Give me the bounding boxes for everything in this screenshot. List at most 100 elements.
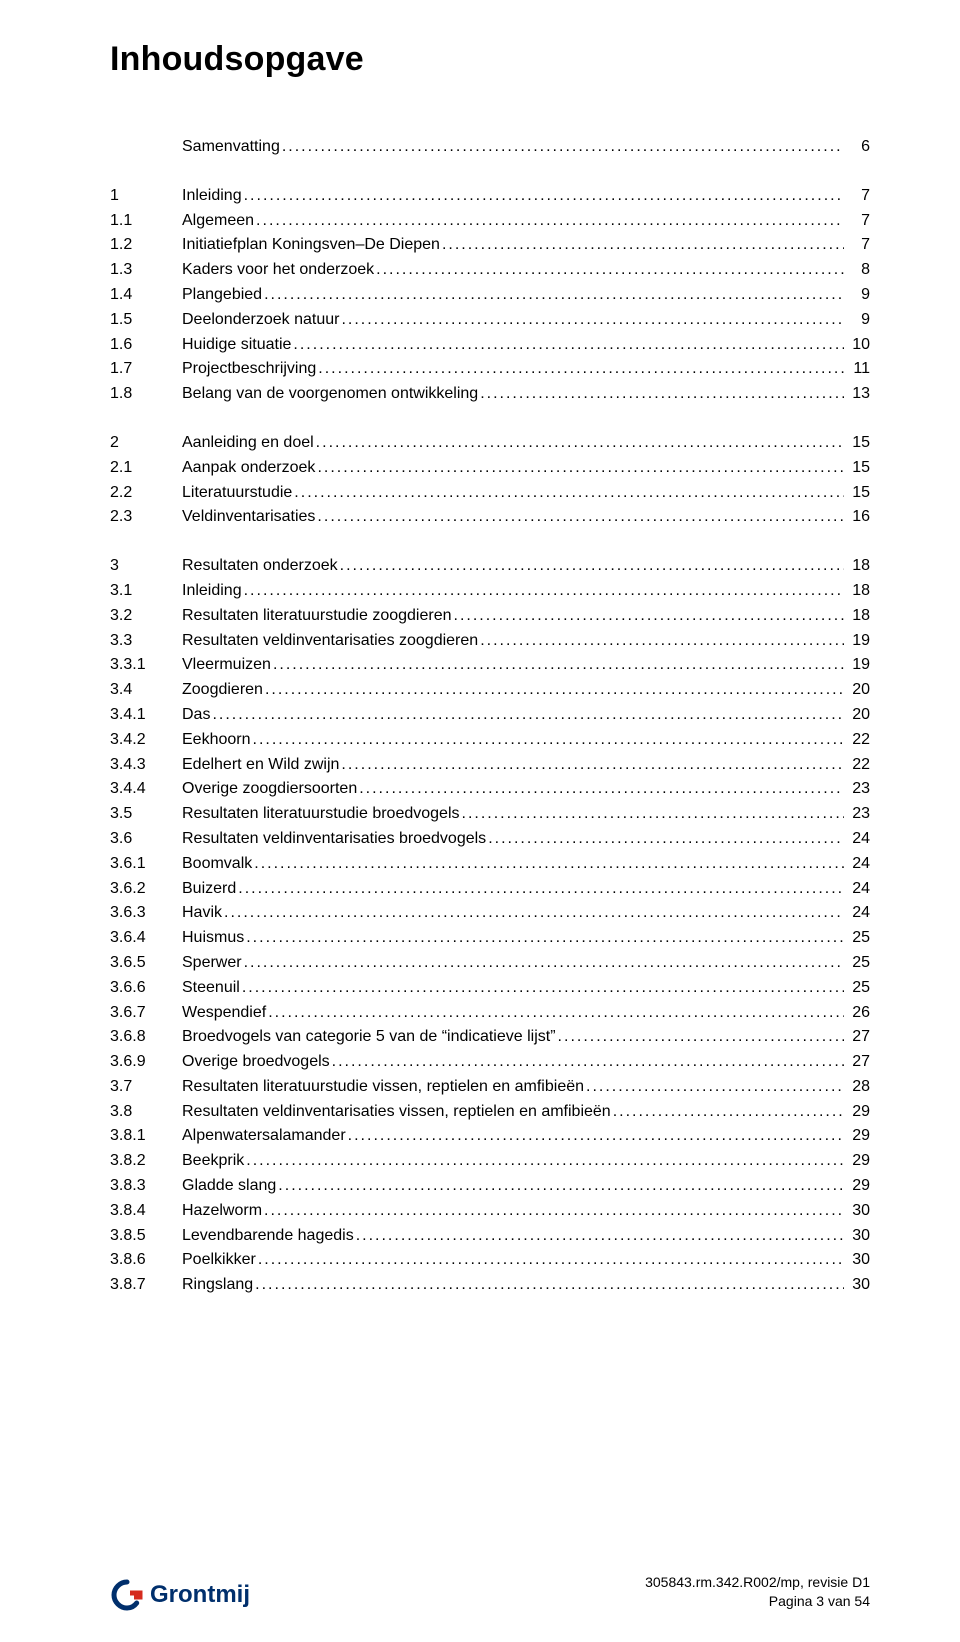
toc-entry[interactable]: 1.1Algemeen7 [110, 209, 870, 234]
toc-entry-number: 3.4 [110, 678, 182, 703]
toc-leader-dots [254, 852, 844, 877]
toc-entry[interactable]: 3.6.9Overige broedvogels27 [110, 1050, 870, 1075]
toc-leader-dots [341, 753, 844, 778]
toc-entry-number: 3.4.2 [110, 728, 182, 753]
toc-entry-number: 1.6 [110, 333, 182, 358]
toc-entry[interactable]: 3.8.3Gladde slang29 [110, 1174, 870, 1199]
toc-entry-number: 2.3 [110, 505, 182, 530]
toc-entry-page: 25 [846, 951, 870, 976]
toc-entry[interactable]: 3.4.2Eekhoorn22 [110, 728, 870, 753]
toc-entry-page: 29 [846, 1124, 870, 1149]
toc-entry[interactable]: 3.1Inleiding18 [110, 579, 870, 604]
toc-entry[interactable]: 3.6.1Boomvalk 24 [110, 852, 870, 877]
toc-entry[interactable]: 3.6.4Huismus25 [110, 926, 870, 951]
toc-entry[interactable]: 1.6Huidige situatie10 [110, 333, 870, 358]
toc-entry-page: 26 [846, 1001, 870, 1026]
toc-entry[interactable]: 3.5Resultaten literatuurstudie broedvoge… [110, 802, 870, 827]
toc-entry-page: 25 [846, 926, 870, 951]
toc-entry[interactable]: 3.6.5Sperwer25 [110, 951, 870, 976]
toc-entry-label: Huismus [182, 926, 244, 951]
toc-entry-number: 3.8.1 [110, 1124, 182, 1149]
toc-entry-label: Belang van de voorgenomen ontwikkeling [182, 382, 478, 407]
toc-entry[interactable]: 3.6.6Steenuil25 [110, 976, 870, 1001]
toc-entry-number: 2.2 [110, 481, 182, 506]
toc-entry[interactable]: 3.4Zoogdieren20 [110, 678, 870, 703]
toc-entry[interactable]: 3.6.7Wespendief26 [110, 1001, 870, 1026]
toc-entry[interactable]: 3.3Resultaten veldinventarisaties zoogdi… [110, 629, 870, 654]
toc-leader-dots [224, 901, 844, 926]
footer-text: 305843.rm.342.R002/mp, revisie D1 Pagina… [645, 1573, 870, 1612]
toc-entry[interactable]: 3.8.4Hazelworm30 [110, 1199, 870, 1224]
toc-entry[interactable]: 3.8.2Beekprik29 [110, 1149, 870, 1174]
toc-entry-label: Levendbarende hagedis [182, 1224, 354, 1249]
toc-entry-label: Inleiding [182, 579, 242, 604]
toc-entry-page: 19 [846, 653, 870, 678]
toc-entry-label: Literatuurstudie [182, 481, 292, 506]
toc-entry[interactable]: 1.4Plangebied9 [110, 283, 870, 308]
toc-leader-dots [480, 629, 844, 654]
toc-entry-label: Hazelworm [182, 1199, 262, 1224]
toc-leader-dots [268, 1001, 844, 1026]
toc-entry-page: 15 [846, 431, 870, 456]
toc-leader-dots [340, 554, 844, 579]
toc-entry[interactable]: Samenvatting6 [110, 135, 870, 160]
toc-entry[interactable]: 3Resultaten onderzoek18 [110, 554, 870, 579]
toc-entry[interactable]: 3.6.8Broedvogels van categorie 5 van de … [110, 1025, 870, 1050]
toc-entry-number: 3.6.1 [110, 852, 182, 877]
toc-entry-page: 20 [846, 678, 870, 703]
toc-leader-dots [258, 1248, 844, 1273]
toc-entry[interactable]: 2.2Literatuurstudie15 [110, 481, 870, 506]
toc-leader-dots [442, 233, 844, 258]
toc-entry[interactable]: 3.8.1Alpenwatersalamander29 [110, 1124, 870, 1149]
toc-entry[interactable]: 2Aanleiding en doel15 [110, 431, 870, 456]
toc-group-separator [110, 160, 870, 184]
toc-entry[interactable]: 3.6.3Havik24 [110, 901, 870, 926]
toc-entry-label: Sperwer [182, 951, 242, 976]
toc-entry-label: Kaders voor het onderzoek [182, 258, 374, 283]
toc-leader-dots [318, 357, 844, 382]
toc-entry[interactable]: 1.7Projectbeschrijving11 [110, 357, 870, 382]
toc-leader-dots [255, 1273, 844, 1298]
toc-leader-dots [244, 951, 844, 976]
toc-entry-page: 24 [846, 852, 870, 877]
toc-entry[interactable]: 3.2Resultaten literatuurstudie zoogdiere… [110, 604, 870, 629]
toc-entry[interactable]: 3.6.2Buizerd24 [110, 877, 870, 902]
toc-entry-label: Overige broedvogels [182, 1050, 330, 1075]
toc-entry[interactable]: 3.8.5Levendbarende hagedis30 [110, 1224, 870, 1249]
toc-entry[interactable]: 3.8.7Ringslang30 [110, 1273, 870, 1298]
toc-entry[interactable]: 3.8.6Poelkikker30 [110, 1248, 870, 1273]
toc-entry[interactable]: 3.4.1Das20 [110, 703, 870, 728]
toc-entry-number: 3.6 [110, 827, 182, 852]
toc-entry-label: Boomvalk [182, 852, 252, 877]
toc-leader-dots [359, 777, 844, 802]
toc-entry[interactable]: 3.7Resultaten literatuurstudie vissen, r… [110, 1075, 870, 1100]
toc-entry-label: Initiatiefplan Koningsven–De Diepen [182, 233, 440, 258]
toc-entry-page: 9 [846, 308, 870, 333]
toc-entry-number: 3.6.9 [110, 1050, 182, 1075]
toc-entry-page: 29 [846, 1174, 870, 1199]
toc-entry-page: 10 [846, 333, 870, 358]
toc-entry[interactable]: 3.4.3Edelhert en Wild zwijn22 [110, 753, 870, 778]
toc-entry-number: 2 [110, 431, 182, 456]
toc-entry[interactable]: 3.3.1Vleermuizen19 [110, 653, 870, 678]
table-of-contents: Samenvatting6 1Inleiding71.1Algemeen71.2I… [110, 135, 870, 1298]
toc-entry[interactable]: 1.2Initiatiefplan Koningsven–De Diepen7 [110, 233, 870, 258]
toc-entry[interactable]: 3.8Resultaten veldinventarisaties vissen… [110, 1100, 870, 1125]
toc-leader-dots [480, 382, 844, 407]
toc-entry[interactable]: 3.4.4Overige zoogdiersoorten23 [110, 777, 870, 802]
toc-leader-dots [317, 456, 844, 481]
toc-leader-dots [558, 1025, 844, 1050]
toc-entry[interactable]: 1Inleiding7 [110, 184, 870, 209]
toc-entry-number: 1.8 [110, 382, 182, 407]
toc-entry-label: Resultaten literatuurstudie vissen, rept… [182, 1075, 584, 1100]
toc-leader-dots [348, 1124, 844, 1149]
toc-entry[interactable]: 1.3Kaders voor het onderzoek8 [110, 258, 870, 283]
toc-entry[interactable]: 2.1Aanpak onderzoek15 [110, 456, 870, 481]
toc-entry[interactable]: 2.3Veldinventarisaties16 [110, 505, 870, 530]
toc-entry[interactable]: 1.8Belang van de voorgenomen ontwikkelin… [110, 382, 870, 407]
toc-entry-label: Buizerd [182, 877, 236, 902]
toc-leader-dots [265, 678, 844, 703]
toc-entry[interactable]: 3.6Resultaten veldinventarisaties broedv… [110, 827, 870, 852]
toc-entry-page: 8 [846, 258, 870, 283]
toc-entry[interactable]: 1.5Deelonderzoek natuur9 [110, 308, 870, 333]
